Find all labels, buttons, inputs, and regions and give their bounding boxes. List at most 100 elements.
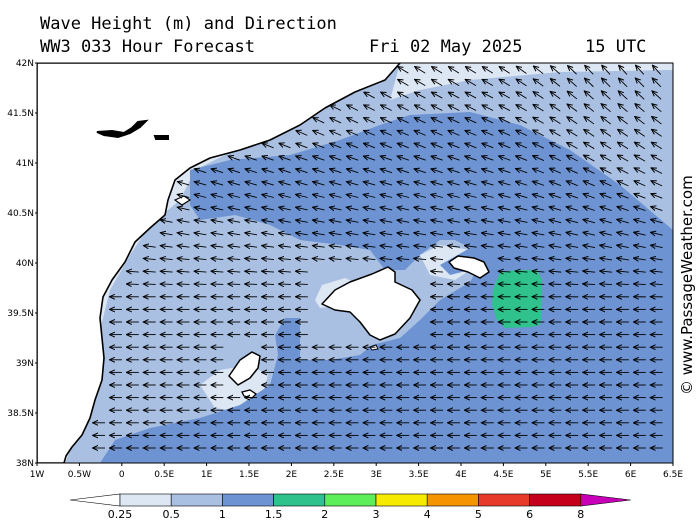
wave-arrow	[262, 220, 274, 222]
lat-label: 39.5N	[7, 309, 34, 319]
wave-arrow	[499, 182, 511, 185]
wave-arrow	[448, 233, 460, 235]
wave-arrow	[465, 207, 477, 210]
wave-arrow	[566, 232, 579, 235]
wave-arrow	[364, 92, 375, 99]
wave-arrow	[279, 246, 291, 248]
wave-arrow	[483, 80, 494, 87]
wave-arrow	[651, 207, 663, 211]
lon-label: 0.5E	[154, 470, 174, 480]
wave-arrow	[465, 143, 477, 149]
wave-arrow	[414, 258, 427, 259]
wave-arrow	[195, 182, 207, 185]
wave-arrow	[347, 220, 359, 222]
wave-arrow	[482, 195, 494, 198]
wave-arrow	[144, 258, 156, 259]
wave-arrow	[398, 131, 409, 136]
wave-arrow	[568, 91, 578, 100]
wave-arrow	[585, 66, 594, 75]
wave-arrow	[516, 130, 528, 137]
lon-label: 1.5E	[239, 470, 259, 480]
wave-arrow	[364, 207, 376, 210]
wave-arrow	[194, 271, 207, 272]
wave-arrow	[178, 246, 190, 248]
wave-arrow	[600, 220, 612, 223]
lat-label: 39N	[16, 359, 34, 369]
wave-arrow	[532, 271, 545, 272]
wave-arrow	[550, 130, 561, 137]
wave-arrow	[347, 131, 359, 136]
wave-arrow	[584, 130, 595, 137]
wave-arrow	[549, 271, 562, 272]
wave-arrow	[195, 220, 207, 222]
wave-arrow	[499, 92, 511, 99]
wave-arrow	[583, 258, 596, 260]
wave-arrow	[296, 271, 308, 272]
wave-arrow	[635, 104, 645, 113]
wave-arrow	[448, 169, 460, 173]
wave-arrow	[533, 194, 545, 198]
longitude-labels: 1W 0.5W 0 0.5E 1E 1.5E 2E 2.5E 3E 3.5E 4E 4.5E 5E 5.5…	[30, 470, 684, 480]
wave-arrow	[651, 194, 663, 199]
wave-arrow	[245, 156, 257, 161]
band-1-15-main	[100, 112, 673, 463]
wave-arrow	[635, 155, 646, 162]
legend-label: 2	[321, 508, 328, 521]
wave-arrow	[330, 169, 342, 173]
wave-arrow	[600, 207, 612, 211]
wave-arrow	[448, 220, 460, 222]
wave-arrow	[652, 117, 662, 125]
wave-arrow	[296, 156, 308, 161]
wave-arrow	[601, 168, 612, 174]
wave-arrow	[617, 271, 629, 272]
wave-arrow	[499, 220, 511, 222]
wave-arrow	[635, 142, 646, 150]
wave-arrow	[482, 105, 494, 111]
wave-arrow	[380, 220, 393, 222]
wave-arrow	[550, 168, 562, 174]
lat-label: 38.5N	[7, 409, 34, 419]
wave-arrow	[600, 258, 613, 260]
lon-label: 6E	[625, 470, 637, 480]
wave-arrow	[161, 233, 173, 235]
wave-arrow	[414, 156, 426, 161]
wave-arrow	[533, 233, 545, 235]
wave-arrow	[414, 169, 426, 173]
iberian-land	[37, 63, 401, 463]
lat-label: 40N	[16, 259, 34, 269]
wave-arrow	[245, 258, 258, 259]
wave-arrow	[651, 284, 663, 285]
legend-swatch	[170, 493, 223, 507]
wave-arrow	[448, 246, 460, 248]
wave-arrow	[414, 220, 427, 222]
wave-arrow	[551, 79, 561, 87]
wave-arrow	[500, 67, 510, 74]
wave-arrow	[583, 194, 595, 199]
wave-arrow	[634, 168, 646, 174]
legend-swatch	[273, 493, 326, 507]
wave-arrow	[296, 143, 308, 149]
wave-arrow	[296, 220, 308, 222]
wave-arrow	[533, 181, 545, 186]
wave-arrow	[279, 143, 291, 149]
wave-arrow	[228, 182, 241, 185]
wave-arrow	[194, 246, 207, 248]
wave-arrow	[482, 156, 494, 161]
wave-arrow	[432, 80, 443, 87]
wave-arrow	[532, 258, 545, 259]
wave-arrow	[651, 220, 663, 223]
lon-label: 0.5W	[68, 470, 91, 480]
legend-swatch	[119, 493, 172, 507]
wave-arrow	[482, 233, 494, 235]
wave-arrow	[550, 92, 561, 100]
wave-arrow	[652, 78, 662, 88]
wave-arrow	[466, 92, 477, 99]
lon-label: 1W	[30, 470, 45, 480]
wave-arrow	[144, 271, 156, 272]
wave-arrow	[634, 271, 646, 272]
wave-arrow	[228, 207, 241, 210]
lat-label: 42N	[16, 59, 34, 69]
legend-label: 8	[577, 508, 584, 521]
wave-arrow	[482, 207, 494, 210]
forecast-time: 15 UTC	[585, 37, 647, 57]
